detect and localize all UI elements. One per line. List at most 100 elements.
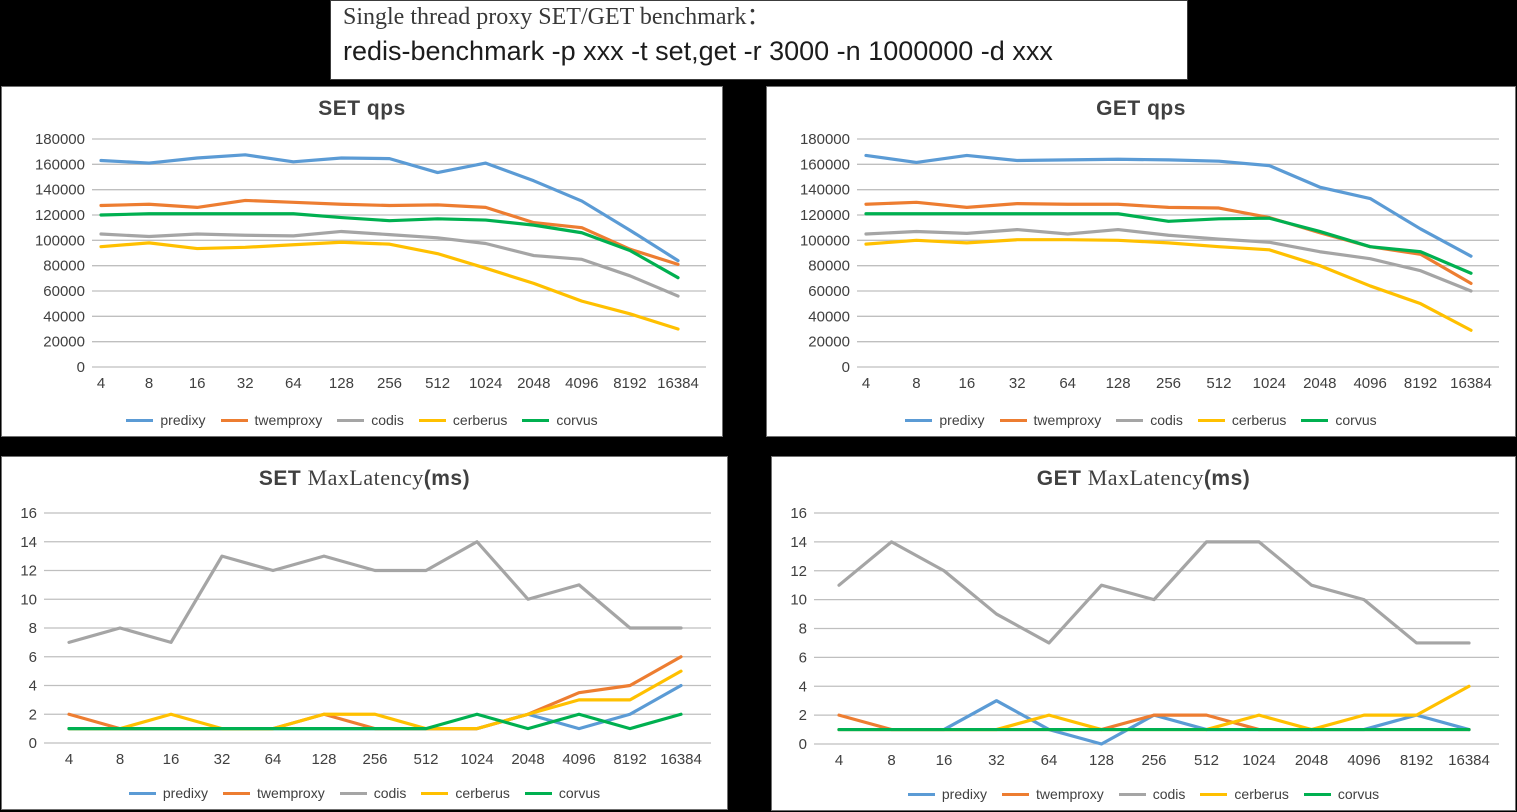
chart-title: SET qps xyxy=(2,95,722,121)
svg-text:4096: 4096 xyxy=(565,375,598,392)
get-maxlatency-plot: 0 2 4 6 8 10 12 14 16 4 8 16 32 64 128 256 512 1024 2048 40… xyxy=(790,505,1499,769)
svg-text:128: 128 xyxy=(329,375,354,392)
svg-text:80000: 80000 xyxy=(808,258,850,275)
svg-text:4096: 4096 xyxy=(1347,752,1380,769)
svg-text:0: 0 xyxy=(29,735,37,752)
svg-text:1024: 1024 xyxy=(460,751,493,768)
svg-text:256: 256 xyxy=(377,375,402,392)
svg-text:60000: 60000 xyxy=(808,283,850,300)
svg-text:8192: 8192 xyxy=(613,751,646,768)
svg-text:64: 64 xyxy=(1059,375,1076,392)
svg-text:8: 8 xyxy=(799,621,807,638)
legend-label-twemproxy: twemproxy xyxy=(254,412,323,428)
svg-text:4: 4 xyxy=(29,678,37,695)
svg-text:64: 64 xyxy=(285,375,302,392)
svg-text:4096: 4096 xyxy=(562,751,595,768)
chart-title-bold2: (ms) xyxy=(423,467,471,490)
x-axis-labels: 4 8 16 32 64 128 256 512 1024 2048 4096 8192 16384 xyxy=(862,375,1492,392)
svg-text:2048: 2048 xyxy=(517,375,550,392)
svg-text:32: 32 xyxy=(237,375,254,392)
svg-text:1024: 1024 xyxy=(1242,752,1275,769)
legend-label-twemproxy: twemproxy xyxy=(1033,412,1102,428)
svg-text:140000: 140000 xyxy=(800,182,850,199)
svg-text:4096: 4096 xyxy=(1353,375,1386,392)
svg-text:8192: 8192 xyxy=(613,375,646,392)
legend: predixy twemproxy codis cerberus corvus xyxy=(2,412,722,428)
legend-item-twemproxy: twemproxy xyxy=(220,412,323,428)
series-line-predixy xyxy=(864,153,1473,258)
legend-swatch-codis xyxy=(1118,792,1146,796)
svg-text:16: 16 xyxy=(958,375,975,392)
svg-text:40000: 40000 xyxy=(808,308,850,325)
x-axis-labels: 4 8 16 32 64 128 256 512 1024 2048 4096 8192 16384 xyxy=(835,752,1490,769)
legend-item-predixy: predixy xyxy=(126,412,206,428)
legend-label-corvus: corvus xyxy=(556,412,598,428)
series-line-codis xyxy=(99,229,680,298)
legend-label-cerberus: cerberus xyxy=(1231,412,1287,428)
legend: predixy twemproxy codis cerberus corvus xyxy=(2,785,727,801)
series-lines xyxy=(99,153,680,331)
get-qps-plot: 0 20000 40000 60000 80000 100000 120000 140000 1… xyxy=(800,131,1499,392)
legend-item-twemproxy: twemproxy xyxy=(223,785,325,801)
legend-item-corvus: corvus xyxy=(524,785,601,801)
series-line-twemproxy xyxy=(99,198,680,266)
svg-text:16: 16 xyxy=(20,505,37,522)
svg-text:12: 12 xyxy=(20,563,37,580)
svg-text:160000: 160000 xyxy=(35,156,85,173)
svg-text:8192: 8192 xyxy=(1404,375,1437,392)
chart-title: SET MaxLatency(ms) xyxy=(2,465,727,491)
svg-text:6: 6 xyxy=(29,649,37,666)
legend-item-twemproxy: twemproxy xyxy=(1002,786,1104,802)
chart-title-bold1: SET xyxy=(258,467,308,490)
svg-text:8: 8 xyxy=(887,752,895,769)
svg-text:16384: 16384 xyxy=(1448,752,1490,769)
chart-title-serif: MaxLatency xyxy=(307,465,424,490)
legend-swatch-cerberus xyxy=(1197,418,1225,422)
legend-label-twemproxy: twemproxy xyxy=(257,785,325,801)
legend-label-predixy: predixy xyxy=(939,412,985,428)
series-line-corvus xyxy=(864,212,1473,275)
legend-label-corvus: corvus xyxy=(558,785,601,801)
benchmark-title: Single thread proxy SET/GET benchmark： xyxy=(343,4,771,30)
svg-text:14: 14 xyxy=(790,534,807,551)
legend-item-corvus: corvus xyxy=(522,412,598,428)
svg-text:120000: 120000 xyxy=(800,207,850,224)
legend: predixy twemproxy codis cerberus corvus xyxy=(772,786,1515,802)
gridlines xyxy=(857,138,1499,368)
svg-text:14: 14 xyxy=(20,534,37,551)
series-line-cerberus xyxy=(837,684,1471,732)
svg-text:180000: 180000 xyxy=(35,131,85,148)
legend-label-cerberus: cerberus xyxy=(455,785,510,801)
svg-text:128: 128 xyxy=(311,751,336,768)
series-line-corvus xyxy=(99,212,680,280)
chart-title: GET qps xyxy=(767,95,1515,121)
series-line-codis xyxy=(67,540,683,644)
legend-label-twemproxy: twemproxy xyxy=(1036,786,1104,802)
svg-text:0: 0 xyxy=(77,359,85,376)
y-axis-labels: 0 20000 40000 60000 80000 100000 120000 140000 1… xyxy=(35,131,85,376)
svg-text:2048: 2048 xyxy=(1303,375,1336,392)
svg-text:256: 256 xyxy=(1141,752,1166,769)
title-box: Single thread proxy SET/GET benchmark： r… xyxy=(330,0,1188,80)
legend-swatch-codis xyxy=(1116,418,1144,422)
chart-title-bold1: GET qps xyxy=(1096,97,1186,120)
y-axis-labels: 0 2 4 6 8 10 12 14 16 xyxy=(790,505,807,753)
svg-text:10: 10 xyxy=(790,592,807,609)
chart-get-qps: GET qps predixy twemproxy codis cerberus cor… xyxy=(766,86,1516,437)
gridlines xyxy=(92,138,706,368)
svg-text:2048: 2048 xyxy=(511,751,544,768)
legend-swatch-twemproxy xyxy=(1002,792,1030,796)
chart-title: GET MaxLatency(ms) xyxy=(772,465,1515,491)
legend-swatch-predixy xyxy=(905,418,933,422)
y-axis-labels: 0 20000 40000 60000 80000 100000 120000 140000 1… xyxy=(800,131,850,376)
svg-text:512: 512 xyxy=(1194,752,1219,769)
svg-text:64: 64 xyxy=(1041,752,1058,769)
legend-item-codis: codis xyxy=(337,412,404,428)
legend-label-cerberus: cerberus xyxy=(452,412,508,428)
legend-swatch-codis xyxy=(337,418,365,422)
svg-text:2: 2 xyxy=(799,707,807,724)
series-lines xyxy=(837,540,1471,746)
legend-swatch-corvus xyxy=(1303,792,1331,796)
series-line-cerberus xyxy=(99,240,680,331)
